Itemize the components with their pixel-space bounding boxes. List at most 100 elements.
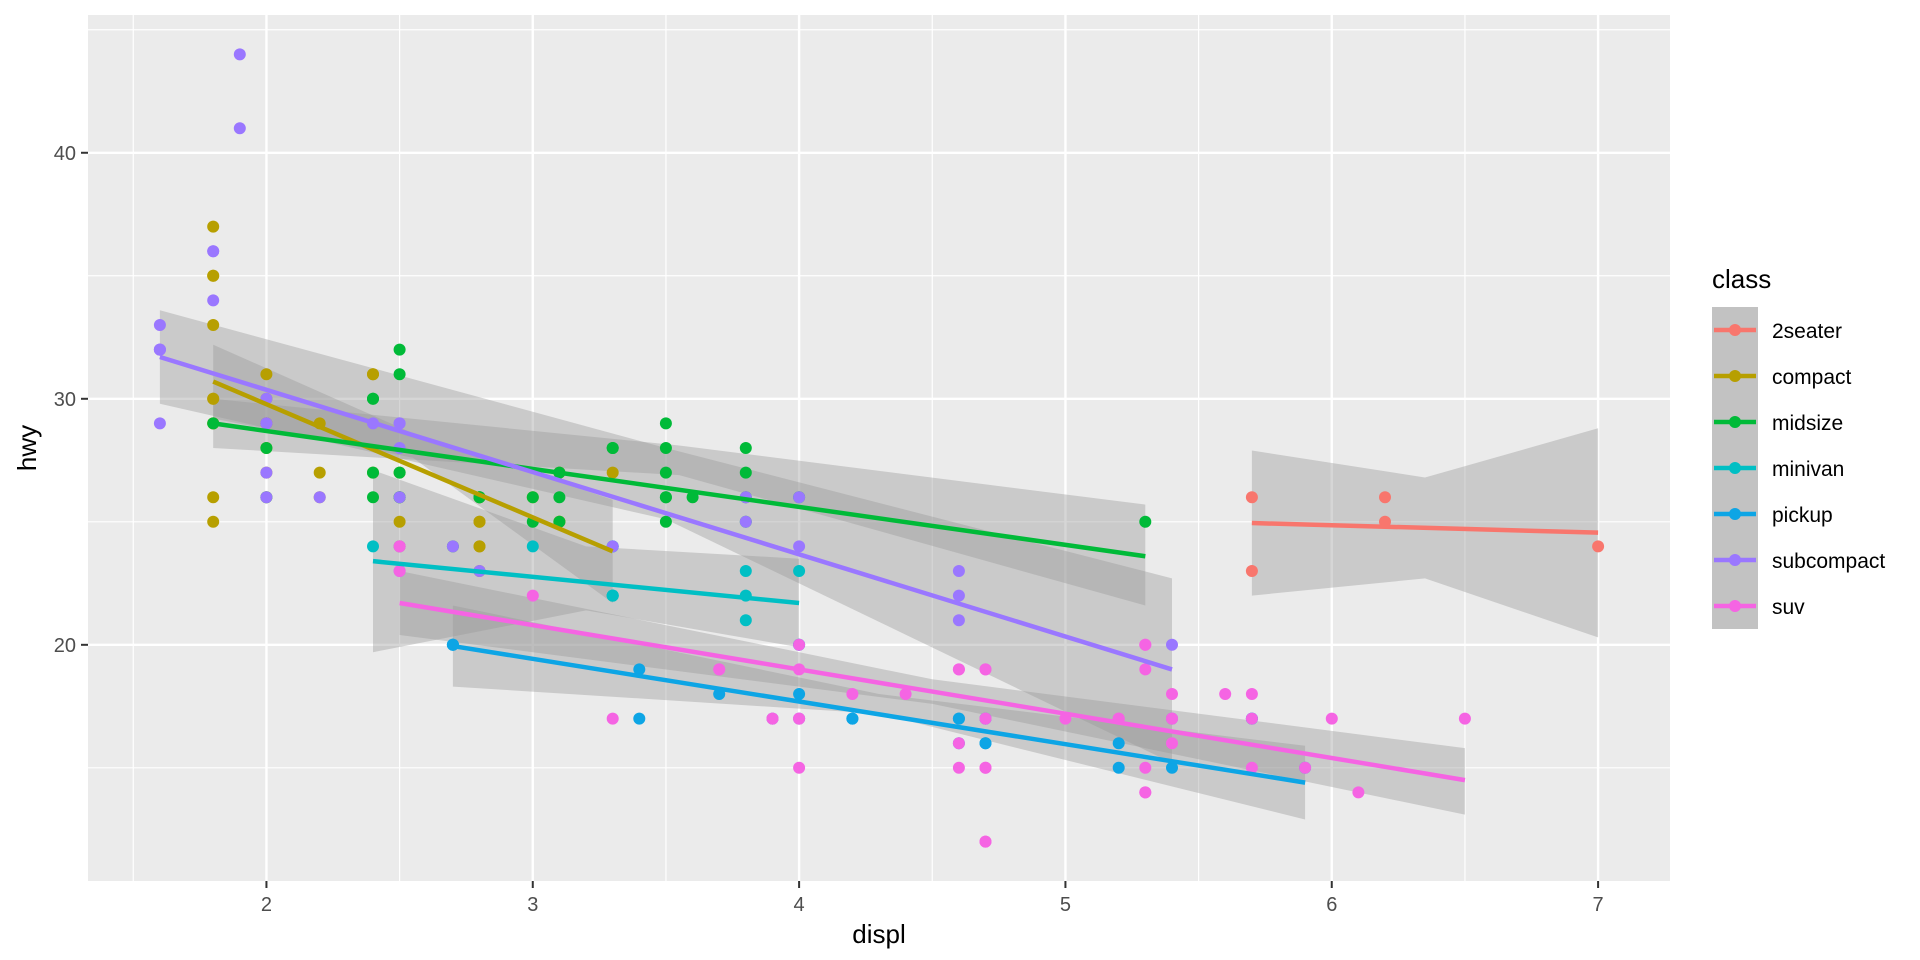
point-pickup: [1166, 761, 1178, 774]
point-midsize: [553, 491, 566, 504]
point-suv: [1139, 786, 1152, 799]
point-compact: [207, 269, 220, 282]
point-compact: [393, 515, 406, 528]
point-2seater: [1245, 491, 1258, 504]
x-tick-label: 5: [1060, 894, 1071, 916]
point-midsize: [260, 442, 273, 454]
point-suv: [846, 688, 859, 700]
point-minivan: [739, 565, 752, 577]
point-midsize: [526, 491, 539, 504]
y-tick-label: 40: [54, 143, 76, 165]
point-compact: [606, 466, 619, 479]
point-compact: [207, 392, 220, 405]
point-suv: [1139, 761, 1152, 774]
point-subcompact: [952, 589, 965, 602]
point-suv: [979, 663, 992, 676]
legend-point-minivan: [1729, 462, 1741, 474]
point-pickup: [633, 712, 646, 725]
fit-line-compact: [212, 379, 614, 554]
confidence-band-minivan: [373, 470, 800, 653]
legend-label-suv: suv: [1772, 596, 1805, 619]
legend-point-suv: [1729, 600, 1741, 612]
point-midsize: [659, 466, 672, 479]
legend-label-compact: compact: [1772, 366, 1852, 389]
point-suv: [952, 737, 965, 750]
point-compact: [260, 368, 273, 381]
point-subcompact: [1166, 638, 1178, 651]
point-compact: [473, 515, 486, 528]
point-minivan: [793, 565, 806, 577]
point-2seater: [1379, 491, 1391, 504]
legend-point-2seater: [1729, 324, 1741, 336]
point-minivan: [367, 540, 379, 553]
point-suv: [606, 712, 619, 725]
point-midsize: [659, 442, 672, 454]
point-minivan: [739, 614, 752, 627]
point-midsize: [739, 442, 752, 454]
fit-line-suv: [399, 600, 1466, 783]
fit-line-2seater: [1251, 520, 1599, 535]
point-compact: [473, 540, 486, 553]
point-suv: [1139, 638, 1152, 651]
point-suv: [393, 540, 406, 553]
point-subcompact: [207, 245, 220, 258]
point-suv: [899, 688, 912, 700]
point-suv: [1352, 786, 1365, 799]
point-pickup: [952, 712, 965, 725]
point-subcompact: [153, 343, 166, 356]
point-subcompact: [952, 614, 965, 627]
point-suv: [979, 712, 992, 725]
point-suv: [1299, 761, 1312, 774]
point-subcompact: [446, 540, 459, 553]
point-minivan: [526, 540, 539, 553]
legend-point-compact: [1729, 370, 1741, 382]
point-suv: [1166, 688, 1178, 700]
point-compact: [207, 319, 220, 331]
point-suv: [766, 712, 779, 725]
legend-label-pickup: pickup: [1772, 504, 1833, 527]
point-suv: [1458, 712, 1471, 725]
point-subcompact: [260, 491, 273, 504]
point-subcompact: [952, 565, 965, 577]
legend: class 2seater compact midsize minivan pickup…: [1712, 264, 1885, 629]
point-midsize: [1139, 515, 1152, 528]
point-midsize: [553, 515, 566, 528]
point-subcompact: [793, 540, 806, 553]
point-subcompact: [233, 48, 246, 61]
point-suv: [793, 761, 806, 774]
point-pickup: [793, 688, 806, 700]
x-axis-title: displ: [852, 919, 905, 949]
y-tick-label: 20: [54, 635, 76, 657]
x-tick-label: 2: [261, 894, 272, 916]
point-midsize: [393, 368, 406, 381]
point-suv: [979, 761, 992, 774]
y-axis-title: hwy: [12, 425, 42, 471]
confidence-band-subcompact: [159, 310, 1172, 763]
point-suv: [1325, 712, 1338, 725]
point-suv: [979, 835, 992, 848]
point-pickup: [1112, 761, 1125, 774]
point-midsize: [659, 491, 672, 504]
point-subcompact: [233, 122, 246, 135]
point-subcompact: [153, 417, 166, 430]
fit-line-pickup: [452, 643, 1306, 785]
fit-line-midsize: [212, 421, 1146, 559]
point-midsize: [659, 417, 672, 430]
point-pickup: [979, 737, 992, 750]
fit-line-subcompact: [159, 354, 1173, 672]
point-compact: [207, 491, 220, 504]
point-pickup: [846, 712, 859, 725]
point-midsize: [393, 466, 406, 479]
point-midsize: [367, 466, 379, 479]
legend-label-minivan: minivan: [1772, 458, 1844, 481]
point-suv: [1166, 737, 1178, 750]
point-subcompact: [393, 491, 406, 504]
point-2seater: [1245, 565, 1258, 577]
point-subcompact: [313, 491, 326, 504]
regression-lines: [159, 354, 1599, 785]
point-pickup: [1112, 737, 1125, 750]
point-compact: [207, 220, 220, 233]
legend-title: class: [1712, 264, 1771, 294]
